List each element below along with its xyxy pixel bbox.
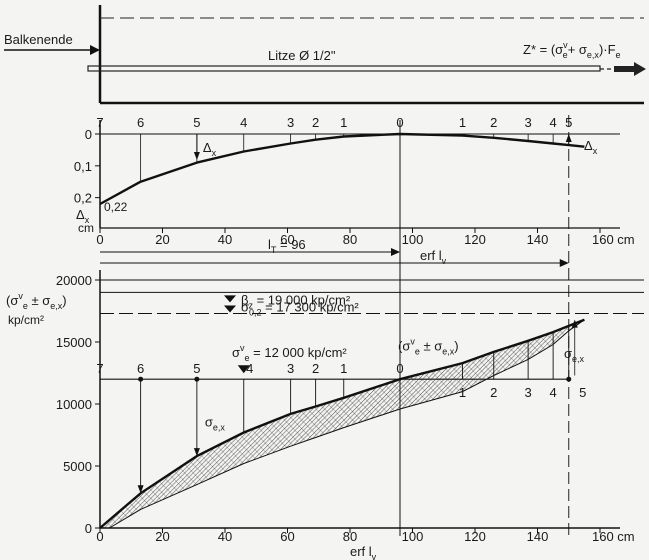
strand-bar [87,65,601,72]
strand-label: Litze Ø 1/2" [268,48,336,63]
stress-top-number: 5 [193,361,200,376]
sigma-ex-right-arrow [571,319,578,328]
erf-lv-dimension-arrow [559,259,569,267]
slip-y-tick-label: 0,1 [74,159,92,174]
stress-x-tick-label: 140 [527,529,549,544]
stress-y-unit: kp/cm² [8,313,44,327]
stress-top-number: 0 [396,361,403,376]
slip-top-number: 3 [287,115,294,130]
slip-top-number: 1 [459,115,466,130]
slip-top-number: 7 [96,115,103,130]
sum-stress-label: (σve ± σe,x) [398,337,459,357]
stress-x-tick-label: 20 [155,529,169,544]
slip-end-value-label: 0,22 [104,200,128,214]
delta-left-label: Δx [203,140,217,158]
stress-top-number: 3 [287,361,294,376]
beta-z-marker [224,295,236,303]
beta-z-label: βz = 19 000 kp/cm² [241,292,351,310]
slip-top-number: 2 [312,115,319,130]
beam-panel: Balkenende Litze Ø 1/2" Z* = (σv e+ σe,x)… [4,5,646,105]
sigma-ev-label: σve = 12 000 kp/cm² [232,343,347,363]
stress-y-tick-label: 10000 [56,397,92,412]
slip-y-tick-label: 0 [85,127,92,142]
stress-left-marker-arrow [193,448,200,457]
slip-top-number: 0 [396,115,403,130]
stress-bottom-number: 4 [550,385,557,400]
slip-y-unit: cm [78,221,94,235]
stress-left-marker-arrow [137,485,144,494]
stress-top-number: 6 [137,361,144,376]
stress-x-tick-label: 40 [218,529,232,544]
force-arrow [614,62,646,76]
slip-top-number: 3 [525,115,532,130]
stress-x-tick-label: 60 [280,529,294,544]
sigma-02-label: σ0,2 = 17 300 kp/cm² [241,299,359,317]
delta-right-arrowhead [565,134,572,142]
sigma-ex-left-label: σe,x [205,414,226,432]
slip-top-number: 2 [490,115,497,130]
stress-x-tick-label: 100 [402,529,424,544]
slip-x-tick-label: 40 [218,232,232,247]
slip-x-tick-label: 120 [464,232,486,247]
stress-bottom-number: 1 [459,385,466,400]
stress-right-marker-dot [566,376,572,382]
stress-y-tick-label: 5000 [63,459,92,474]
erf-lv-dim-label: erf lv [420,248,447,266]
force-label: Z* = (σv e+ σe,x)·Fe [523,40,621,60]
slip-x-tick-label: 80 [343,232,357,247]
slip-top-number: 5 [193,115,200,130]
beam-end-arrow-head [90,45,100,55]
slip-top-number: 6 [137,115,144,130]
stress-top-number: 7 [96,361,103,376]
stress-top-number: 2 [312,361,319,376]
sigma-02-marker [224,305,236,313]
slip-top-number: 4 [240,115,247,130]
slip-x-tick-label: 60 [280,232,294,247]
stress-lower-curve [109,319,585,529]
lt-label: lT = 96 [268,237,306,255]
slip-x-tick-label: 160 cm [592,232,635,247]
stress-upper-curve [99,318,585,529]
stress-y-tick-label: 0 [85,521,92,536]
stress-bottom-number: 2 [490,385,497,400]
slip-x-tick-label: 20 [155,232,169,247]
slip-top-number: 4 [550,115,557,130]
stress-y-label: (σve ± σe,x) [6,291,67,311]
sigma-ev-marker [237,365,250,374]
stress-y-tick-label: 20000 [56,273,92,288]
stress-bottom-number: 5 [579,385,586,400]
stress-x-tick-label: 0 [96,529,103,544]
slip-x-tick-label: 0 [96,232,103,247]
stress-top-number: 4 [246,361,253,376]
delta-right-label: Δx [584,138,598,156]
stress-left-marker-dot [138,376,144,382]
stress-x-tick-label: 160 cm [592,529,635,544]
lt-dimension-arrow [391,248,400,256]
slip-y-tick-label: 0,2 [74,191,92,206]
stress-bottom-number: 3 [525,385,532,400]
slip-curve [99,132,585,206]
slip-x-tick-label: 140 [527,232,549,247]
delta-left-arrowhead [193,152,200,160]
stress-y-tick-label: 15000 [56,335,92,350]
slip-y-symbol: Δx [76,207,90,225]
slip-top-number: 1 [340,115,347,130]
stress-x-label: erf lv [350,544,377,560]
stress-left-marker-dot [194,376,200,382]
stress-x-tick-label: 80 [343,529,357,544]
sigma-ex-right-label: σe,x [564,346,585,364]
stress-hatched-band-cross [100,319,585,528]
stress-x-tick-label: 120 [464,529,486,544]
slip-top-number: 5 [565,115,572,130]
slip-x-tick-label: 100 [402,232,424,247]
stress-top-number: 1 [340,361,347,376]
beam-end-label: Balkenende [4,32,73,47]
